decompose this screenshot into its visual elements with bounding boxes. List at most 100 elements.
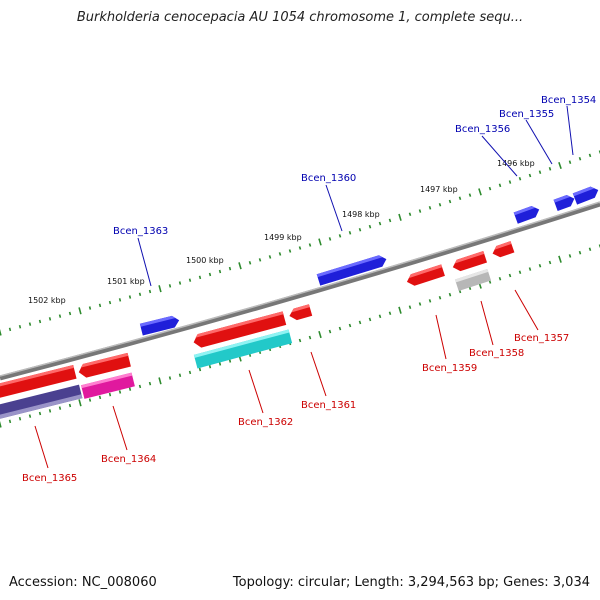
leader-bcen-1364 <box>112 405 128 451</box>
gene-bcen-1354[interactable] <box>572 184 600 205</box>
outer-track-minor-tick <box>488 186 492 191</box>
outer-track-minor-tick <box>228 266 232 271</box>
outer-track-major-tick <box>478 188 482 196</box>
inner-track-major-tick <box>78 399 82 407</box>
inner-track-minor-tick <box>328 329 332 334</box>
outer-track-minor-tick <box>108 300 112 305</box>
gene-label-bcen-1360[interactable]: Bcen_1360 <box>301 173 356 184</box>
map-title: Burkholderia cenocepacia AU 1054 chromos… <box>76 10 524 25</box>
inner-track-minor-tick <box>298 338 302 343</box>
leader-bcen-1363 <box>137 237 152 287</box>
outer-track-minor-tick <box>508 180 512 184</box>
gene-label-bcen-1357[interactable]: Bcen_1357 <box>514 333 569 344</box>
outer-track-minor-tick <box>168 284 172 288</box>
inner-track-minor-tick <box>388 311 392 316</box>
gene-bcen-1365-a[interactable] <box>0 365 77 399</box>
outer-track-minor-tick <box>118 298 122 302</box>
gene-label-bcen-1355[interactable]: Bcen_1355 <box>499 109 554 120</box>
gene-bcen-1359[interactable] <box>405 264 445 287</box>
outer-track-minor-tick <box>468 193 472 197</box>
outer-track-major-tick <box>78 307 82 315</box>
gene-bcen-1356[interactable] <box>513 204 542 224</box>
inner-track-minor-tick <box>338 326 342 331</box>
topology-label: Topology: circular; Length: 3,294,563 bp… <box>232 575 590 590</box>
inner-track-major-tick <box>558 255 562 263</box>
outer-track-minor-tick <box>298 246 302 250</box>
outer-track-minor-tick <box>458 196 462 201</box>
inner-track-minor-tick <box>498 276 502 281</box>
outer-track-minor-tick <box>378 221 382 226</box>
chromosome-backbone <box>0 201 600 381</box>
inner-track-minor-tick <box>368 317 372 322</box>
outer-track-minor-tick <box>188 278 192 282</box>
outer-track-minor-tick <box>288 249 292 253</box>
leader-bcen-1361 <box>310 351 327 397</box>
outer-track-minor-tick <box>138 292 142 297</box>
inner-track-minor-tick <box>38 411 42 416</box>
gene-label-bcen-1359[interactable]: Bcen_1359 <box>422 363 477 374</box>
outer-track-minor-tick <box>338 234 342 238</box>
outer-track-minor-tick <box>68 311 72 316</box>
outer-track-minor-tick <box>218 269 222 274</box>
gene-bcen-1355[interactable] <box>553 193 577 212</box>
inner-track-minor-tick <box>488 280 492 284</box>
gene-bcen-1364-b[interactable] <box>81 372 135 399</box>
outer-track-minor-tick <box>418 209 422 213</box>
gene-label-bcen-1362[interactable]: Bcen_1362 <box>238 417 293 428</box>
gene-bcen-1360[interactable] <box>316 253 388 286</box>
outer-track-minor-tick <box>38 319 42 324</box>
inner-track-minor-tick <box>88 398 92 402</box>
inner-track-major-tick <box>398 306 402 314</box>
gene-label-bcen-1356[interactable]: Bcen_1356 <box>455 124 510 135</box>
gene-bcen-1365-b[interactable] <box>0 384 83 420</box>
chromosome-backbone-highlight <box>0 201 600 377</box>
inner-track-minor-tick <box>548 260 552 265</box>
kbp-label-1501: 1501 kbp <box>107 277 145 286</box>
kbp-label-1497: 1497 kbp <box>420 185 458 194</box>
inner-track-minor-tick <box>408 305 412 309</box>
inner-track-minor-tick <box>448 292 452 297</box>
inner-track-minor-tick <box>118 390 122 394</box>
leader-bcen-1357 <box>514 289 539 331</box>
gene-bcen-1362-b[interactable] <box>193 329 293 369</box>
gene-bcen-1363[interactable] <box>139 314 181 336</box>
gene-bcen-1364-a[interactable] <box>77 352 131 379</box>
outer-track-minor-tick <box>388 218 392 223</box>
kbp-label-1500: 1500 kbp <box>186 256 224 265</box>
gene-label-bcen-1363[interactable]: Bcen_1363 <box>113 226 168 237</box>
gene-label-bcen-1365[interactable]: Bcen_1365 <box>22 473 77 484</box>
outer-track-minor-tick <box>538 170 542 174</box>
outer-track-minor-tick <box>18 325 22 329</box>
leader-bcen-1362 <box>248 369 264 414</box>
inner-track-major-tick <box>158 377 162 385</box>
kbp-label-1499: 1499 kbp <box>264 233 302 242</box>
gene-bcen-1361[interactable] <box>288 304 313 322</box>
leader-bcen-1358 <box>480 300 494 346</box>
inner-track-minor-tick <box>198 367 202 372</box>
inner-scale-track <box>0 244 600 428</box>
gene-label-bcen-1354[interactable]: Bcen_1354 <box>541 95 596 106</box>
gene-bcen-1362-a[interactable] <box>192 311 287 349</box>
gene-label-bcen-1361[interactable]: Bcen_1361 <box>301 400 356 411</box>
outer-track-minor-tick <box>428 206 432 210</box>
outer-track-minor-tick <box>148 289 152 294</box>
kbp-label-1502: 1502 kbp <box>28 296 66 305</box>
gene-bcen-1357[interactable] <box>491 241 515 259</box>
inner-track-minor-tick <box>208 364 212 369</box>
inner-track-minor-tick <box>148 381 152 386</box>
gene-bcen-1358-b[interactable] <box>454 269 492 291</box>
outer-track-minor-tick <box>358 227 362 232</box>
outer-track-minor-tick <box>268 255 272 259</box>
outer-track-minor-tick <box>548 167 552 171</box>
outer-track-minor-tick <box>368 224 372 229</box>
gene-label-bcen-1358[interactable]: Bcen_1358 <box>469 348 524 359</box>
inner-track-minor-tick <box>228 359 232 363</box>
inner-track-minor-tick <box>588 247 592 252</box>
gene-label-bcen-1364[interactable]: Bcen_1364 <box>101 454 156 465</box>
gene-bcen-1358-a[interactable] <box>451 251 488 273</box>
outer-track-major-tick <box>238 262 242 270</box>
inner-track-minor-tick <box>568 254 572 258</box>
inner-track-minor-tick <box>128 387 132 391</box>
inner-track-minor-tick <box>218 362 222 366</box>
